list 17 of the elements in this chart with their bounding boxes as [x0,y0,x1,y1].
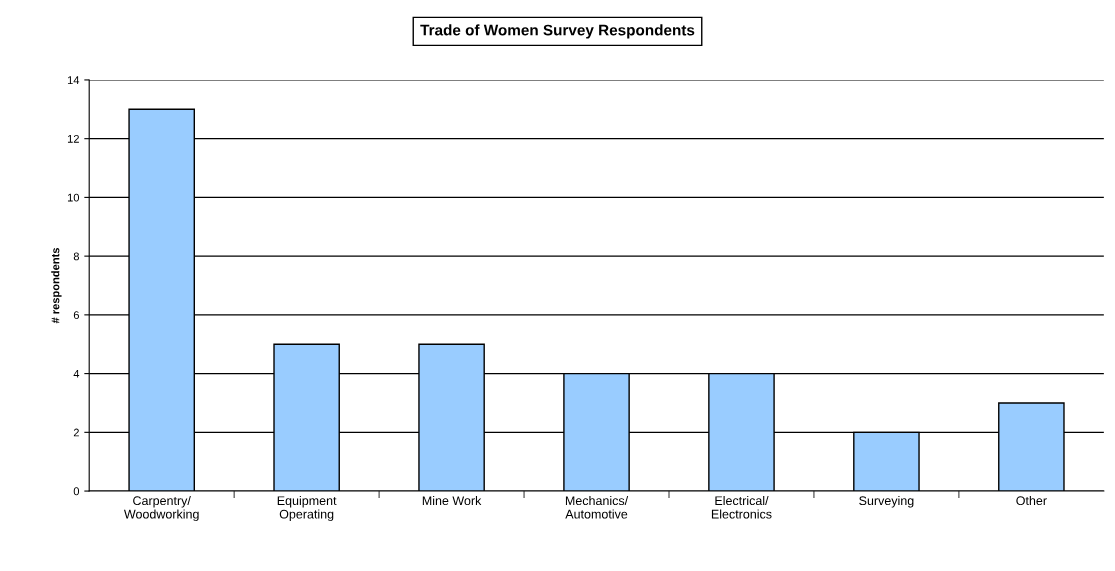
y-axis-title: # respondents [51,247,62,324]
x-tick-label: Other [1016,495,1047,506]
y-tick-label: 6 [73,311,79,319]
x-tick-label: Mine Work [422,495,482,506]
x-tick-label: Surveying [859,495,914,508]
y-tick-label: 14 [67,76,80,84]
y-tick-label: 2 [73,428,79,437]
y-tick-label: 12 [67,134,79,143]
y-tick-label: 10 [67,193,80,202]
x-tick-label: Electrical/ Electronics [711,495,772,519]
chart-title: Trade of Women Survey Respondents [420,24,695,39]
y-tick-label: 4 [73,369,80,378]
y-tick-label: 8 [73,252,79,261]
x-tick-label: Equipment Operating [277,495,337,522]
x-tick-label: Mechanics/ Automotive [565,495,629,519]
y-tick-label: 0 [73,487,80,496]
x-tick-label: Carpentry/ Woodworking [123,495,199,522]
